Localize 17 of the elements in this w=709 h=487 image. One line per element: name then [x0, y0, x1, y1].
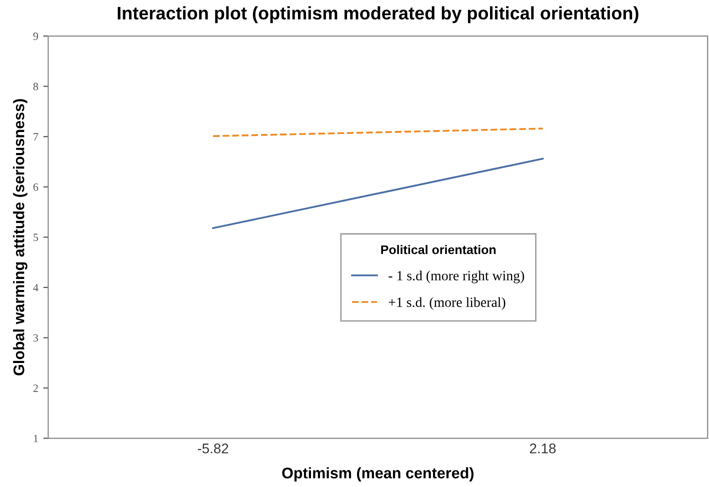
y-axis-title: Global warming attitude (seriousness) [13, 99, 28, 376]
y-tick-label: 9 [33, 32, 38, 40]
chart-title: Interaction plot (optimism moderated by political orientation) [118, 6, 638, 24]
legend-label: +1 s.d. (more liberal) [388, 297, 506, 310]
y-tick-label: 6 [33, 183, 38, 191]
legend-label: - 1 s.d (more right wing) [388, 270, 524, 284]
y-tick-label: 8 [33, 82, 38, 90]
x-axis-title: Optimism (mean centered) [282, 467, 474, 482]
y-tick-label: 4 [33, 284, 38, 292]
x-tick-label: 2.18 [530, 444, 556, 454]
y-tick-label: 7 [34, 133, 38, 140]
y-tick-label: 3 [33, 334, 38, 342]
y-tick-label: 1 [34, 434, 38, 442]
y-tick-label: 2 [33, 384, 38, 392]
x-tick-label: -5.82 [198, 444, 228, 454]
legend-title: Political orientation [381, 244, 496, 254]
y-tick-label: 5 [34, 234, 38, 242]
